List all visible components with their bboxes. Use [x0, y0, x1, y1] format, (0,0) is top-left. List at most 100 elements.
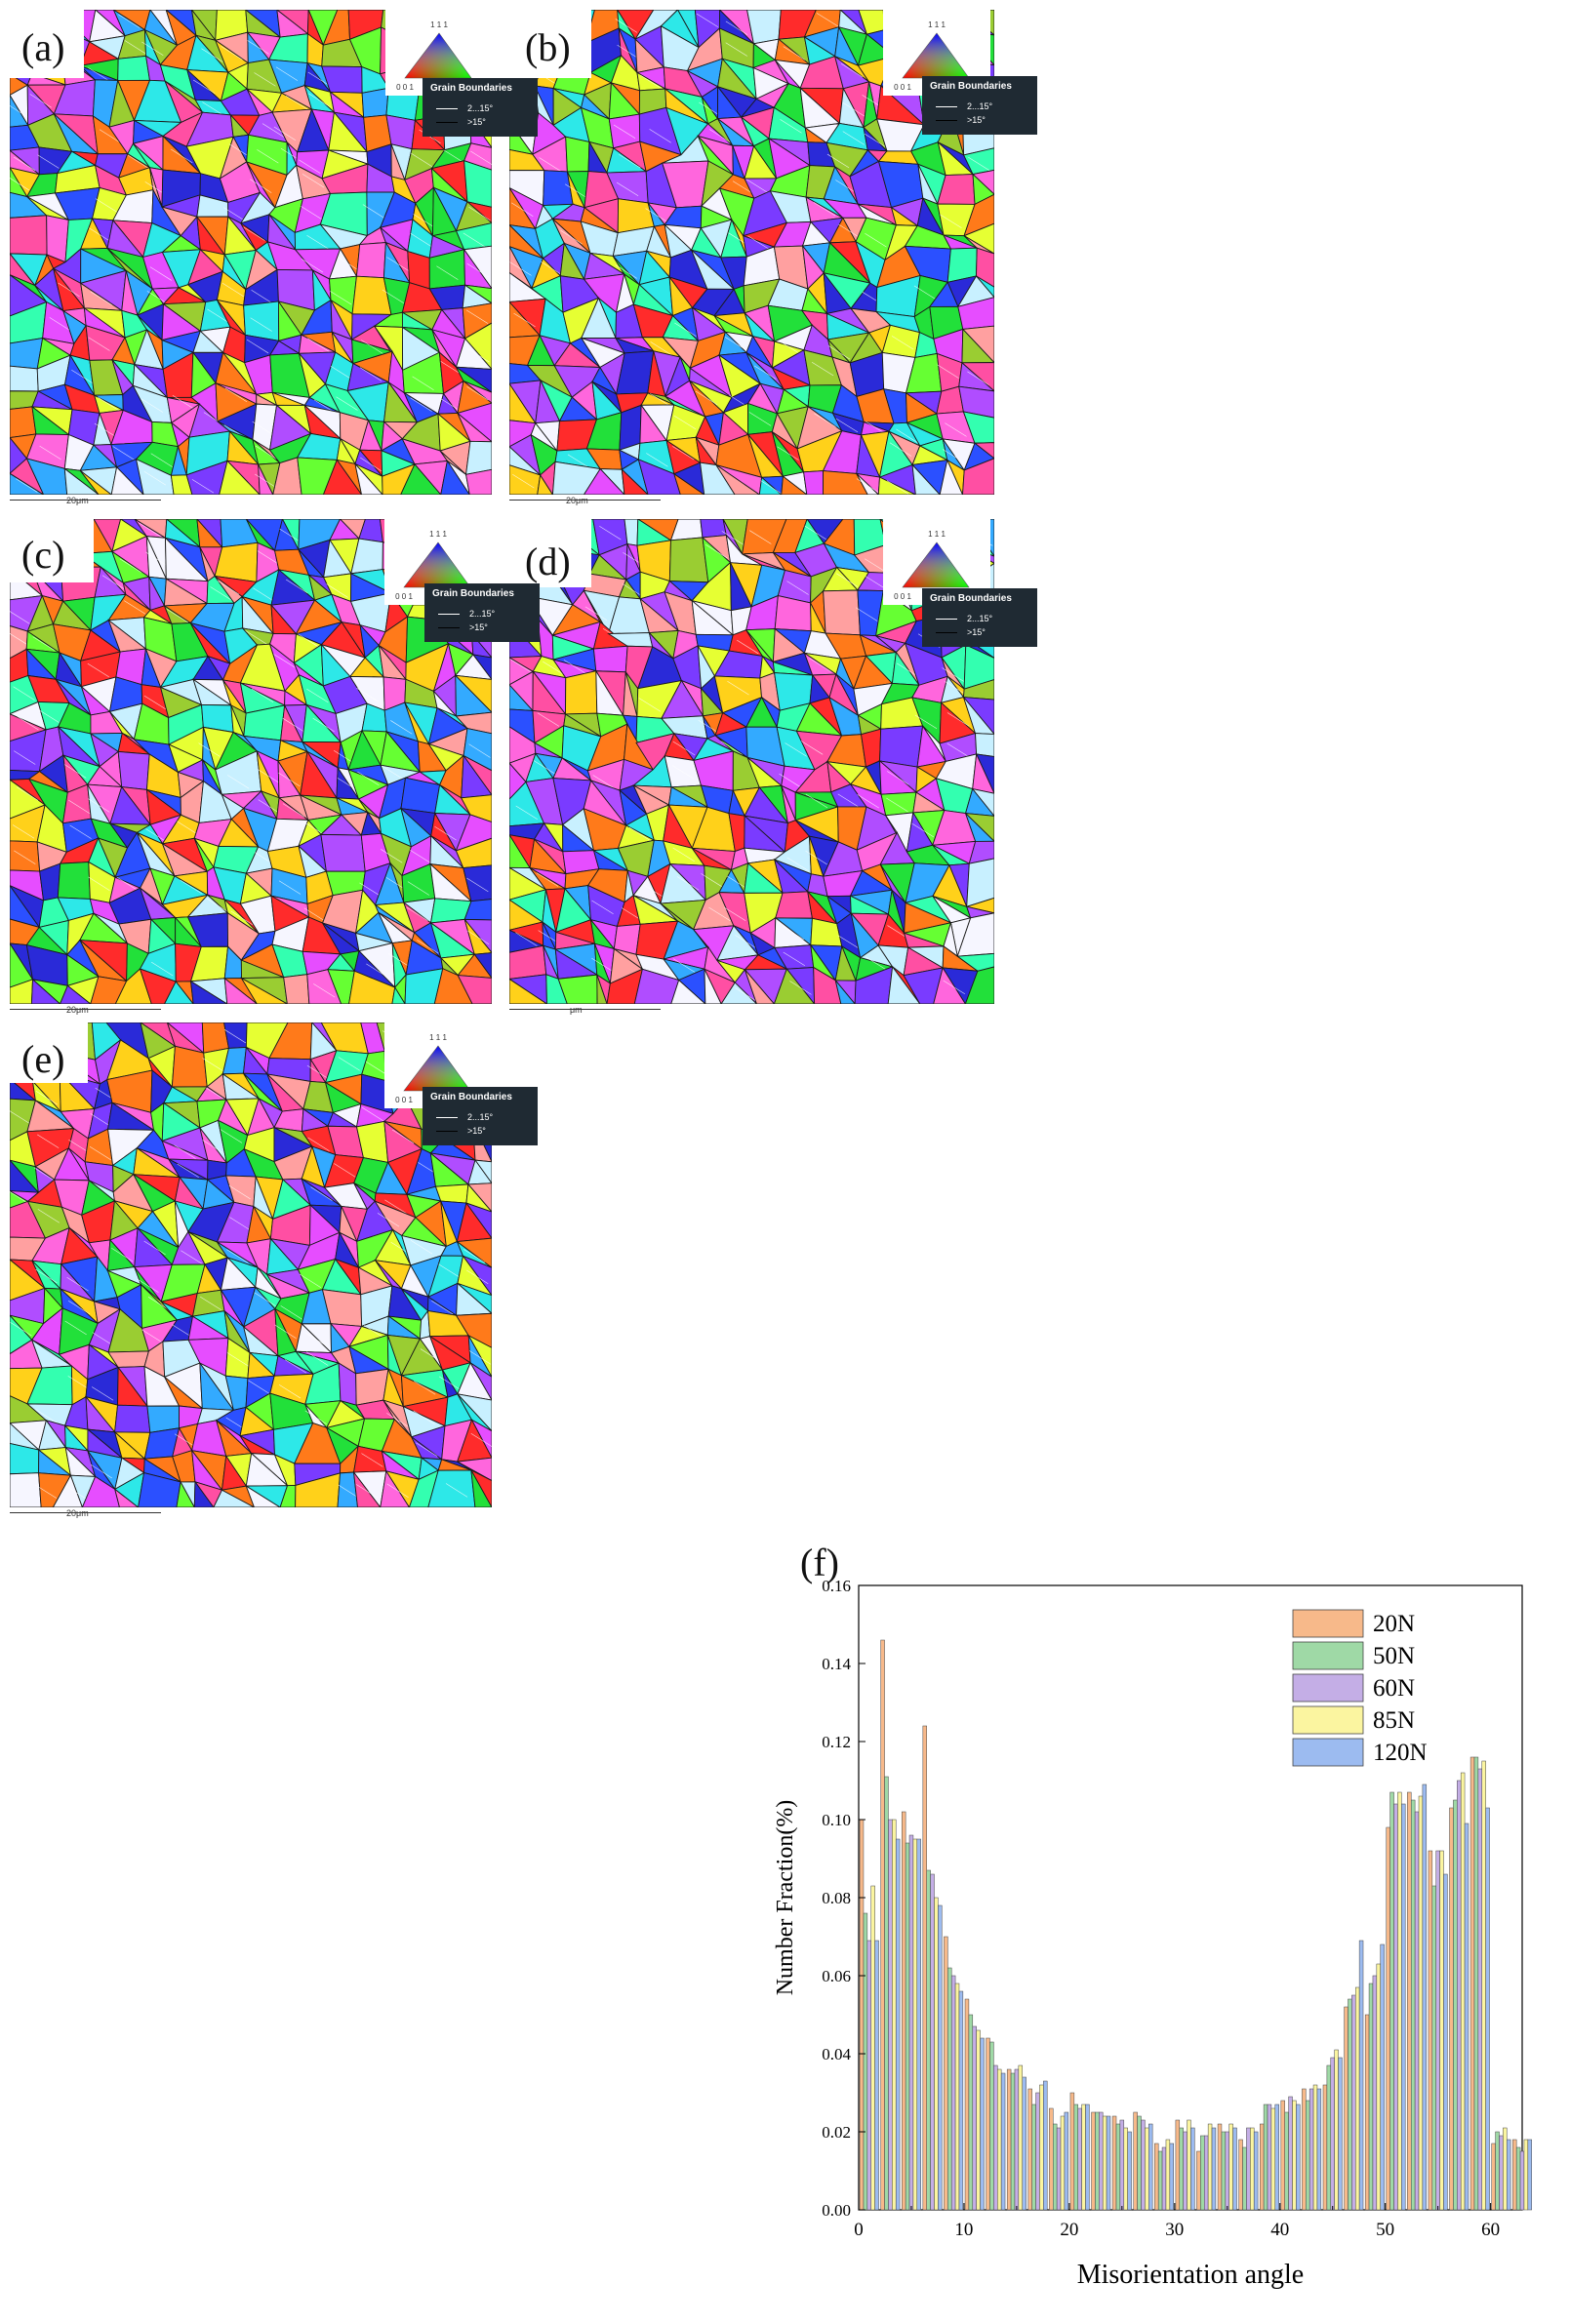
low-angle-boundary	[304, 1410, 327, 1424]
low-angle-boundary	[410, 849, 432, 864]
bar-50n	[1515, 2146, 1521, 2211]
bar-85n	[1439, 1850, 1444, 2211]
grain	[297, 457, 338, 495]
low-angle-boundary	[35, 1091, 58, 1105]
bar-120n	[1064, 2111, 1069, 2211]
low-angle-boundary	[141, 1329, 164, 1343]
low-angle-boundary	[613, 124, 636, 140]
grain	[185, 460, 228, 495]
low-angle-boundary	[968, 156, 990, 172]
bar-120n	[958, 1990, 964, 2211]
low-angle-boundary	[466, 262, 489, 278]
scale-bar-c: 20μm	[10, 1005, 166, 1019]
grain	[565, 670, 598, 715]
low-angle-boundary	[282, 803, 305, 818]
grain-boundaries-title: Grain Boundaries	[930, 593, 1012, 604]
low-angle-boundary	[725, 20, 748, 35]
low-angle-boundary	[465, 309, 489, 324]
panel-label-b: (b)	[525, 25, 571, 69]
gb-low-angle: 2...15°	[936, 101, 992, 111]
low-angle-boundary	[181, 1250, 203, 1264]
grain	[834, 980, 856, 1004]
low-angle-boundary	[468, 743, 491, 758]
low-angle-boundary	[207, 308, 229, 323]
grain	[903, 967, 944, 1004]
panel-label-d: (d)	[525, 540, 571, 583]
low-angle-boundary	[124, 40, 146, 55]
low-angle-boundary	[835, 418, 859, 433]
bar-50n	[1095, 2111, 1100, 2211]
grain-map-b	[509, 10, 994, 495]
grain	[355, 242, 386, 279]
low-angle-boundary	[643, 884, 665, 899]
low-angle-boundary	[827, 345, 851, 360]
grain	[813, 966, 842, 1004]
y-tick-label: 0.12	[822, 1733, 851, 1751]
bar-20n	[1027, 2088, 1032, 2211]
legend-swatch-120n	[1292, 1738, 1364, 1767]
grain	[391, 985, 406, 1004]
bar-50n	[1200, 2135, 1205, 2211]
low-angle-boundary	[10, 1321, 32, 1337]
bar-60n	[930, 1873, 935, 2211]
grain	[193, 1480, 215, 1507]
low-angle-boundary	[708, 129, 732, 143]
bar-60n	[1077, 2107, 1082, 2211]
low-angle-boundary	[306, 1064, 330, 1080]
bar-60n	[1499, 2135, 1504, 2211]
low-angle-boundary	[891, 336, 914, 350]
low-angle-boundary	[58, 282, 80, 298]
grain	[272, 457, 302, 495]
low-angle-boundary	[116, 876, 139, 892]
bar-60n	[950, 1975, 956, 2211]
grain	[957, 297, 994, 330]
bar-120n	[1338, 2057, 1343, 2211]
label-background-e	[10, 1022, 88, 1083]
bar-50n	[989, 2041, 994, 2211]
low-angle-boundary	[357, 771, 380, 786]
low-angle-boundary	[509, 659, 533, 673]
grain-boundaries-title: Grain Boundaries	[430, 1092, 512, 1102]
bar-50n	[1053, 2123, 1058, 2211]
label-background-a	[10, 10, 84, 78]
low-angle-boundary	[780, 119, 802, 134]
low-angle-boundary	[246, 339, 269, 354]
bar-50n	[926, 1869, 931, 2211]
low-angle-boundary	[695, 390, 718, 406]
bar-20n	[1154, 2143, 1159, 2211]
bar-120n	[1316, 2088, 1322, 2211]
legend-label-85n: 85N	[1373, 1707, 1415, 1734]
bar-60n	[1267, 2104, 1272, 2211]
low-angle-boundary	[88, 798, 110, 813]
bar-60n	[1225, 2131, 1229, 2211]
low-angle-boundary	[257, 550, 280, 565]
low-angle-boundary	[273, 126, 297, 141]
grain	[619, 404, 642, 451]
grain	[781, 475, 808, 495]
grain	[545, 974, 568, 1004]
low-angle-boundary	[753, 365, 777, 380]
grain	[117, 55, 150, 81]
low-angle-boundary	[301, 259, 324, 273]
grain	[715, 464, 761, 495]
low-angle-boundary	[220, 1129, 243, 1143]
low-angle-boundary	[274, 1324, 297, 1339]
low-angle-boundary	[783, 951, 805, 967]
low-angle-boundary	[64, 1320, 87, 1336]
low-angle-boundary	[206, 898, 229, 913]
bar-60n	[1372, 1975, 1378, 2211]
low-angle-boundary	[513, 312, 536, 328]
bar-85n	[1165, 2139, 1171, 2211]
low-angle-boundary	[253, 587, 275, 602]
bar-20n	[1512, 2139, 1517, 2211]
grain	[565, 136, 590, 173]
bar-120n	[1380, 1943, 1385, 2211]
bar-60n	[1203, 2135, 1209, 2211]
low-angle-boundary	[301, 206, 323, 220]
low-angle-boundary	[390, 720, 413, 735]
bar-120n	[1000, 2072, 1006, 2211]
low-angle-boundary	[310, 1186, 333, 1201]
grain	[976, 247, 994, 288]
legend-swatch-20n	[1292, 1609, 1364, 1638]
y-axis-label: Number Fraction(%)	[773, 1800, 798, 1996]
